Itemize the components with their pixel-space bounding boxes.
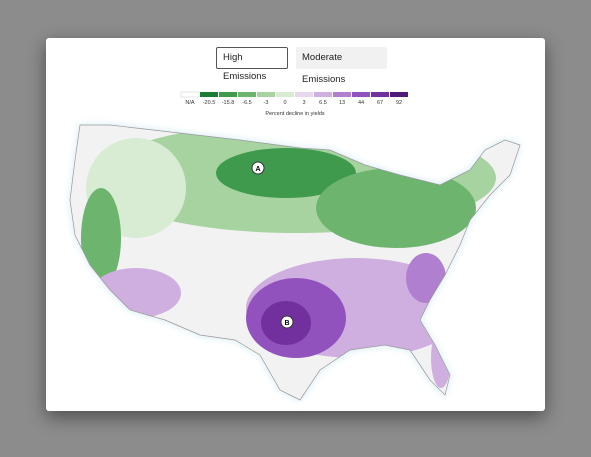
legend-label: -3 — [264, 100, 269, 106]
legend-swatch — [238, 92, 256, 97]
legend-swatch — [352, 92, 370, 97]
legend-swatch — [276, 92, 294, 97]
legend-label: 0 — [283, 100, 286, 106]
map-view: A B Percent decline in yields N/A -20.5 -1… — [69, 91, 521, 401]
legend-label: 3 — [302, 100, 305, 106]
legend-label: -20.5 — [203, 100, 216, 106]
legend-label: N/A — [185, 100, 195, 106]
legend-label: 44 — [358, 100, 364, 106]
legend-swatch — [295, 92, 313, 97]
legend-swatch — [314, 92, 332, 97]
legend-swatch — [180, 91, 200, 98]
legend-label: 67 — [377, 100, 383, 106]
us-outline — [69, 124, 521, 401]
map-fill — [70, 125, 520, 400]
legend: Percent decline in yields N/A -20.5 -15.8 -… — [180, 91, 408, 117]
legend-label: 6.5 — [319, 100, 327, 106]
legend-swatch — [371, 92, 389, 97]
legend-swatch — [219, 92, 237, 97]
marker-label: A — [255, 166, 260, 173]
legend-swatch — [200, 92, 218, 97]
moderate-emissions-button[interactable]: Moderate Emissions — [296, 47, 387, 85]
legend-label: -15.8 — [222, 100, 235, 106]
legend-label: 13 — [339, 100, 345, 106]
legend-label: -6.5 — [242, 100, 251, 106]
legend-title: Percent decline in yields — [265, 111, 325, 117]
marker-label: B — [284, 320, 289, 327]
marker-b: B — [280, 315, 294, 329]
legend-swatch — [390, 92, 408, 97]
legend-swatch — [257, 92, 275, 97]
legend-swatch — [333, 92, 351, 97]
high-emissions-button[interactable]: High Emissions — [216, 47, 288, 82]
legend-label: 92 — [396, 100, 402, 106]
card: High Emissions Moderate Emissions — [46, 38, 545, 411]
marker-a: A — [251, 161, 265, 175]
